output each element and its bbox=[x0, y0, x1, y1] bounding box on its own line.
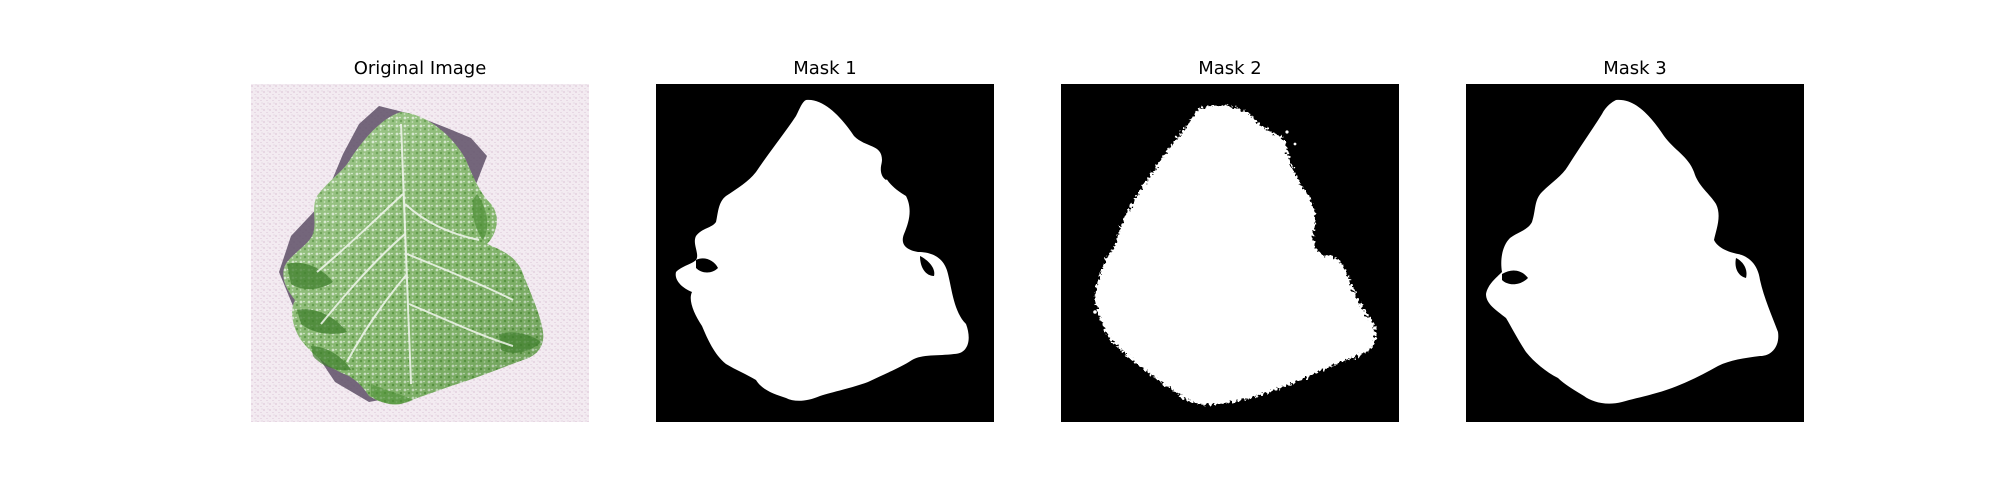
mask-foreground bbox=[1486, 99, 1779, 404]
mask-2-image bbox=[1061, 84, 1399, 422]
panel-title: Mask 1 bbox=[793, 58, 857, 79]
panel-title: Original Image bbox=[353, 58, 487, 79]
original-leaf-image bbox=[251, 84, 589, 422]
mask-3-image bbox=[1466, 84, 1804, 422]
panel-mask-2: Mask 2 bbox=[1061, 0, 1399, 500]
mask-foreground bbox=[1095, 105, 1376, 405]
panel-original-image: Original Image bbox=[251, 0, 589, 500]
panel-title: Mask 2 bbox=[1198, 58, 1262, 79]
leaf-veins bbox=[316, 123, 514, 385]
panel-mask-1: Mask 1 bbox=[656, 0, 994, 500]
panel-mask-3: Mask 3 bbox=[1466, 0, 1804, 500]
panel-title: Mask 3 bbox=[1603, 58, 1667, 79]
mask-foreground bbox=[675, 99, 969, 401]
mask-1-image bbox=[656, 84, 994, 422]
